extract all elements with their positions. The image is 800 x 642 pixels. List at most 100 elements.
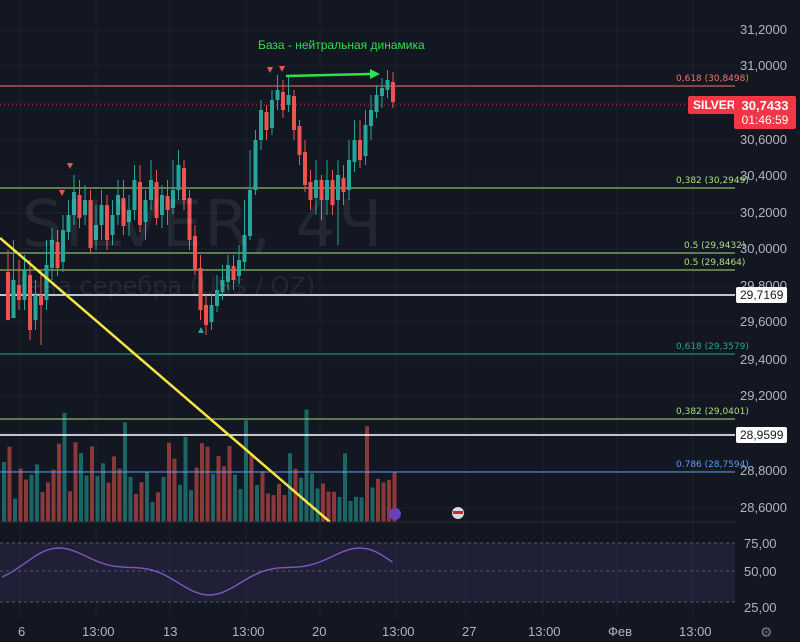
volume-bar — [348, 500, 353, 522]
volume-bar — [387, 479, 391, 522]
candle-body — [330, 180, 335, 205]
fib-level-lines — [0, 85, 735, 473]
candle-body — [160, 195, 164, 215]
annotation-arrow — [285, 72, 371, 78]
time-axis-label: 6 — [18, 624, 26, 639]
candle-body — [22, 270, 27, 300]
rsi-line — [1, 547, 393, 596]
volume-bar — [68, 491, 72, 522]
candle-body — [154, 182, 159, 218]
candle-body — [121, 198, 126, 226]
candle-body — [248, 190, 252, 236]
candle-body — [138, 182, 142, 225]
candle-body — [275, 90, 280, 100]
volume-bar — [57, 443, 61, 522]
candle-body — [110, 215, 115, 235]
volume-bar — [106, 482, 111, 522]
time-axis-label: 13:00 — [528, 624, 561, 639]
candle-body — [341, 178, 346, 192]
fib-level-label: 0,382 (29,0401) — [676, 407, 749, 417]
candle-body — [242, 235, 247, 262]
candle-body — [220, 280, 225, 292]
fib-level-label: 0,618 (30,8498) — [676, 74, 749, 84]
volume-bar — [24, 479, 28, 522]
candle-body — [77, 195, 82, 218]
last-price: 30,7433 — [741, 98, 789, 113]
volume-bar — [249, 454, 254, 522]
volume-bar — [211, 473, 215, 522]
fib-level-label: 0.5 (29,9432) — [684, 241, 746, 251]
candle-body — [33, 295, 38, 320]
annotation-arrow-head — [370, 69, 380, 79]
volume-bar — [282, 495, 287, 522]
candle-body — [286, 95, 291, 105]
volume-bar — [216, 455, 221, 522]
volume-bar — [128, 476, 133, 522]
candle-body — [44, 265, 49, 300]
candle-body — [182, 168, 186, 200]
price-axis-label: 29,6000 — [740, 314, 787, 329]
chart-grid — [0, 0, 735, 618]
volume-bar — [321, 483, 325, 522]
volume-bar — [156, 492, 160, 522]
candle-body — [215, 290, 219, 306]
volume-bar — [145, 472, 149, 522]
sell-marker — [59, 190, 65, 196]
volume-bar — [139, 482, 144, 522]
time-axis-label: 13:00 — [232, 624, 265, 639]
candle-body — [171, 190, 175, 208]
fib-level-label: 0.786 (28,7594) — [676, 460, 749, 470]
candle-body — [385, 80, 390, 90]
price-axis-label: 30,4000 — [740, 168, 787, 183]
time-axis-label: 13:00 — [679, 624, 712, 639]
settings-gear-icon[interactable]: ⚙ — [760, 624, 773, 640]
candle-body — [308, 182, 313, 200]
volume-bar — [35, 464, 39, 522]
volume-bar — [84, 475, 89, 522]
volume-bar — [62, 412, 67, 522]
rsi-band — [0, 543, 735, 602]
candle-body — [270, 100, 274, 128]
candle-body — [187, 198, 192, 240]
candle-body — [237, 260, 241, 276]
candle-body — [259, 110, 263, 140]
price-axis-label: 31,0000 — [740, 58, 787, 73]
event-icon — [389, 508, 401, 520]
candlesticks — [6, 70, 395, 345]
volume-bar — [310, 473, 314, 522]
candle-body — [6, 272, 10, 320]
volume-bar — [227, 445, 232, 522]
price-axis-label: 28,6000 — [740, 500, 787, 515]
volume-bar — [178, 484, 182, 522]
volume-bar — [304, 409, 309, 522]
candle-body — [363, 125, 368, 156]
watermark-description: Цена серебра (US$ / OZ) — [8, 272, 316, 300]
candle-body — [325, 180, 329, 200]
volume-bar — [354, 496, 358, 522]
price-level-label: 29,7169 — [736, 287, 788, 303]
price-axis-label: 29,2000 — [740, 388, 787, 403]
volume-bar — [370, 487, 375, 522]
time-axis-label: 20 — [312, 624, 327, 639]
candle-body — [352, 140, 357, 162]
volume-bar — [365, 426, 369, 522]
volume-bar — [194, 467, 199, 522]
trend-line — [0, 237, 331, 523]
volume-bar — [112, 456, 116, 522]
volume-bar — [260, 471, 265, 522]
volume-bar — [40, 492, 45, 522]
bar-countdown: 01:46:59 — [741, 113, 789, 127]
volume-bar — [233, 474, 237, 522]
volume-bar — [2, 462, 6, 522]
time-axis-label: 13 — [163, 624, 178, 639]
price-axis-label: 28,8000 — [740, 463, 787, 478]
chart-annotation[interactable]: База - нейтральная динамика — [258, 38, 425, 52]
rsi-axis-label: 50,00 — [744, 564, 777, 579]
candle-body — [369, 110, 373, 126]
price-axis-label: 31,2000 — [740, 22, 787, 37]
price-axis-label: 30,0000 — [740, 241, 787, 256]
volume-bars — [2, 409, 397, 522]
candle-body — [50, 240, 54, 268]
volume-bar — [200, 443, 204, 522]
